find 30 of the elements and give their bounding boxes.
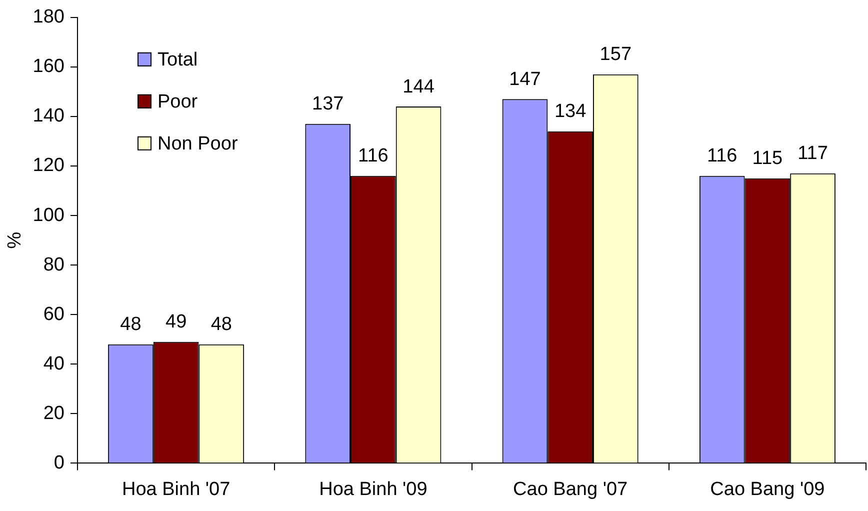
data-label: 144 <box>402 76 435 98</box>
y-tick-label: 60 <box>43 304 64 325</box>
legend-label: Poor <box>158 92 198 113</box>
data-label: 115 <box>752 148 783 170</box>
legend-label: Non Poor <box>158 134 238 155</box>
data-label: 137 <box>312 94 344 115</box>
y-tick-label: 80 <box>43 254 64 276</box>
x-tick-label: Hoa Binh '09 <box>319 478 428 500</box>
data-label: 49 <box>165 312 187 333</box>
y-tick-label: 140 <box>32 106 64 127</box>
data-label: 48 <box>120 314 142 336</box>
data-label: 157 <box>600 44 632 66</box>
data-label: 134 <box>554 101 587 122</box>
x-tick-label: Cao Bang '09 <box>710 478 825 500</box>
x-tick-label: Hoa Binh '07 <box>122 478 230 500</box>
y-axis-title: % <box>4 232 26 249</box>
y-tick-label: 40 <box>43 353 64 374</box>
legend-label: Total <box>158 50 198 71</box>
y-tick-label: 180 <box>32 6 64 28</box>
data-label: 116 <box>706 146 738 167</box>
data-label: 147 <box>509 68 541 90</box>
data-label: 117 <box>798 143 828 164</box>
y-tick-label: 160 <box>32 56 64 78</box>
data-label: 48 <box>210 314 232 336</box>
y-tick-label: 100 <box>32 204 64 226</box>
x-tick-label: Cao Bang '07 <box>513 478 628 500</box>
y-tick-label: 20 <box>43 402 64 424</box>
y-tick-label: 120 <box>32 155 64 176</box>
data-label: 116 <box>358 146 388 167</box>
y-tick-label: 0 <box>54 452 64 474</box>
